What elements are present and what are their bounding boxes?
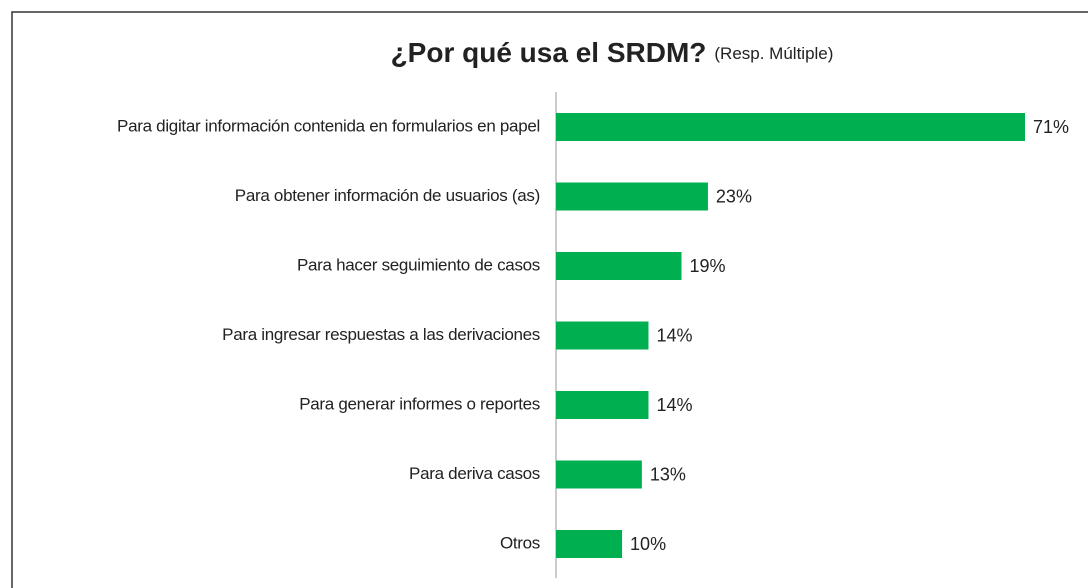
bar — [556, 460, 642, 489]
frame — [11, 11, 1088, 588]
chart-header: ¿Por qué usa el SRDM? (Resp. Múltiple) — [391, 37, 834, 68]
chart-title: ¿Por qué usa el SRDM? — [391, 37, 707, 68]
value-label: 13% — [650, 464, 686, 484]
chart-subtitle: (Resp. Múltiple) — [714, 44, 833, 63]
category-label: Para obtener información de usuarios (as… — [235, 186, 540, 205]
bar — [556, 182, 708, 211]
category-label: Para deriva casos — [409, 464, 540, 483]
category-label: Para generar informes o reportes — [299, 394, 540, 413]
category-label: Para hacer seguimiento de casos — [297, 255, 540, 274]
category-label: Para digitar información contenida en fo… — [117, 116, 540, 135]
value-label: 19% — [690, 256, 726, 276]
value-label: 14% — [656, 325, 692, 345]
bar — [556, 321, 649, 350]
bar — [556, 391, 649, 419]
bar — [556, 252, 682, 280]
bar — [556, 113, 1025, 141]
category-label: Otros — [500, 533, 540, 552]
value-label: 14% — [656, 395, 692, 415]
value-label: 23% — [716, 186, 752, 206]
bar — [556, 530, 623, 558]
value-label: 71% — [1033, 117, 1069, 137]
category-label: Para ingresar respuestas a las derivacio… — [222, 325, 540, 344]
value-label: 10% — [630, 534, 666, 554]
